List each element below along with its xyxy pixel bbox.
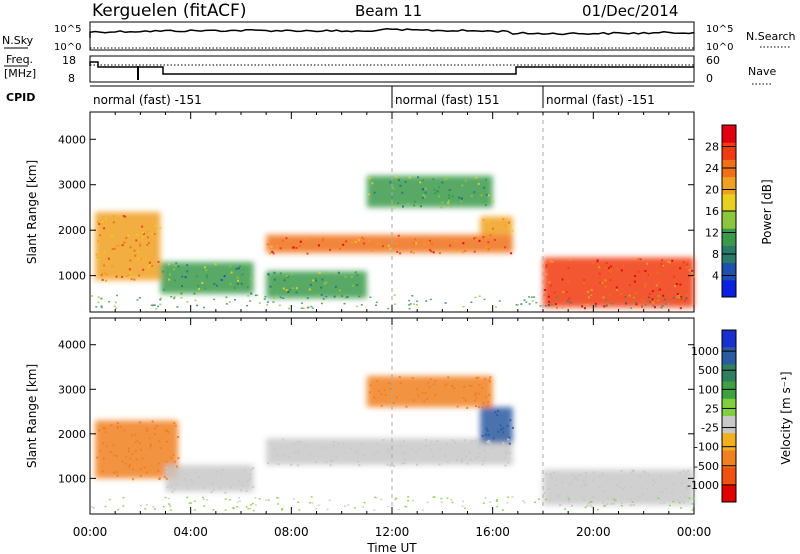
x-axis-ticks: 00:00 04:00 08:00 12:00 16:00 20:00 00:00	[73, 525, 712, 539]
nsky-tick-bottom: 10^0	[54, 42, 81, 53]
velocity-ylabel: Slant Range [km]	[25, 364, 39, 468]
nave-label: Nave	[748, 65, 776, 78]
y-tick-label: 3000	[58, 179, 86, 192]
scatter-region	[266, 438, 513, 465]
scatter-region	[366, 375, 493, 408]
scatter-region	[95, 212, 161, 281]
x-tick-label: 12:00	[375, 525, 410, 539]
y-tick-label: 1000	[58, 270, 86, 283]
power-colorbar-tick: 8	[712, 248, 719, 261]
power-colorbar-tick: 20	[705, 184, 719, 197]
velocity-colorbar-tick: 25	[705, 402, 719, 415]
velocity-colorbar-tick: -100	[694, 441, 719, 454]
nsky-panel: N.Sky 10^5 10^0 10^5 10^0 N.Search	[2, 21, 796, 53]
cpid-segments: normal (fast) -151 normal (fast) 151 norma…	[93, 86, 655, 108]
scatter-region	[266, 234, 513, 253]
y-tick-label: 2000	[58, 224, 86, 237]
power-heatmap	[90, 175, 695, 310]
beam-title: Beam 11	[355, 2, 422, 20]
power-colorbar-tick: 12	[705, 227, 719, 240]
x-tick-label: 00:00	[73, 525, 108, 539]
scatter-region	[95, 420, 179, 479]
power-colorbar-tick: 16	[705, 205, 719, 218]
y-tick-label: 1000	[58, 472, 86, 485]
scatter-region	[480, 216, 513, 235]
cpid-segment-label: normal (fast) 151	[395, 93, 499, 107]
nsearch-tick-bottom: 10^0	[706, 42, 733, 53]
cpid-segment-label: normal (fast) -151	[93, 93, 202, 107]
y-tick-label: 4000	[58, 133, 86, 146]
nave-tick-top: 60	[706, 54, 720, 67]
nsky-tick-top: 10^5	[54, 24, 81, 35]
cpid-panel: CPID normal (fast) -151 normal (fast) 151…	[6, 85, 694, 108]
station-title: Kerguelen (fitACF)	[92, 1, 246, 21]
cpid-label: CPID	[6, 91, 35, 104]
freq-tick-top: 18	[62, 54, 76, 67]
scatter-region	[543, 469, 694, 506]
nsky-trace	[89, 28, 695, 49]
y-tick-label: 3000	[58, 383, 86, 396]
freq-unit: [MHz]	[4, 67, 36, 80]
nave-tick-bottom: 0	[706, 72, 713, 85]
power-colorbar-tick: 4	[712, 270, 719, 283]
power-ylabel: Slant Range [km]	[25, 160, 39, 264]
nsearch-tick-top: 10^5	[706, 24, 733, 35]
scatter-region	[165, 465, 254, 492]
cpid-segment-label: normal (fast) -151	[546, 93, 655, 107]
velocity-colorbar-tick: 500	[698, 364, 719, 377]
power-axes: 1000 2000 3000 4000	[58, 112, 695, 312]
x-tick-label: 20:00	[576, 525, 611, 539]
power-colorbar-tick: 28	[705, 141, 719, 154]
freq-tick-bottom: 8	[68, 72, 75, 85]
velocity-colorbar-label: Velocity [m s⁻¹]	[779, 371, 793, 464]
velocity-colorbar-tick: -500	[694, 460, 719, 473]
y-tick-label: 4000	[58, 339, 86, 352]
velocity-axes: 1000 2000 3000 4000	[58, 318, 695, 514]
nsearch-label: N.Search	[746, 30, 796, 43]
nsky-label: N.Sky	[2, 34, 34, 47]
freq-panel: Freq. [MHz] 18 8 60 0 Nave	[4, 53, 776, 85]
date-title: 01/Dec/2014	[582, 2, 678, 20]
scatter-region	[266, 271, 367, 299]
velocity-colorbar-tick: 100	[698, 383, 719, 396]
x-axis-label: Time UT	[366, 541, 417, 554]
x-tick-label: 16:00	[475, 525, 510, 539]
x-tick-label: 08:00	[274, 525, 309, 539]
velocity-colorbar-tick: -1000	[687, 479, 719, 492]
x-tick-label: 04:00	[173, 525, 208, 539]
power-colorbar: 4 8 12 16 20 24 28	[705, 124, 737, 298]
freq-label: Freq.	[6, 53, 33, 66]
power-panel: 1000 2000 3000 4000 Slant Range [km] 4 8 12 16…	[25, 111, 774, 313]
y-tick-label: 2000	[58, 428, 86, 441]
power-colorbar-tick: 24	[705, 162, 719, 175]
freq-trace	[89, 61, 694, 80]
scatter-region	[543, 257, 694, 308]
velocity-heatmap	[91, 375, 695, 512]
x-tick-label: 00:00	[677, 525, 712, 539]
velocity-colorbar-tick: 1000	[691, 345, 719, 358]
scatter-region	[366, 175, 493, 208]
velocity-panel: 1000 2000 3000 4000 Slant Range [km] 1000 50…	[25, 317, 793, 515]
velocity-colorbar: 1000 500 100 25 -25 -100 -500 -1000	[687, 329, 737, 503]
power-colorbar-label: Power [dB]	[760, 179, 774, 244]
velocity-colorbar-tick: -25	[701, 422, 719, 435]
